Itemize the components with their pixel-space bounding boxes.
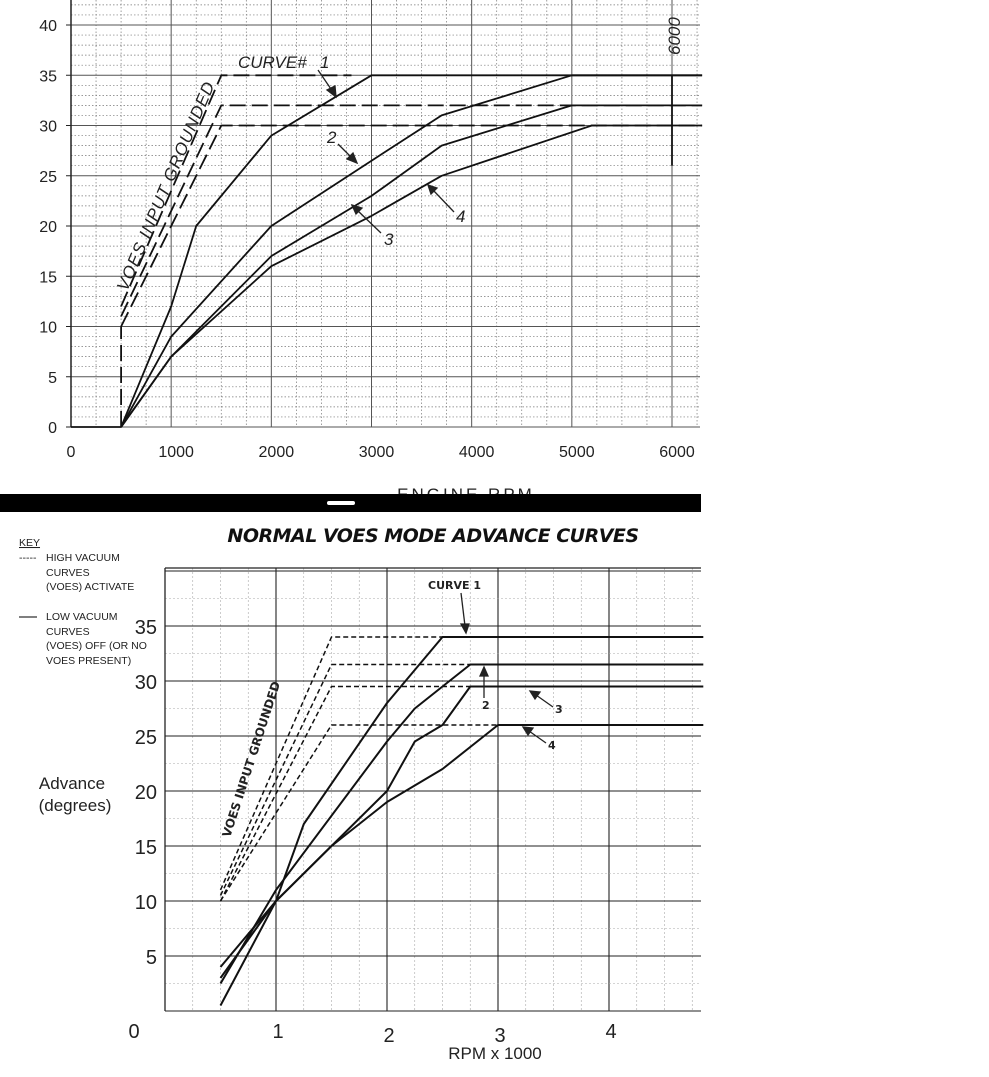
bottom-series-line-3: [219, 685, 704, 968]
top-curve4-label: 4: [456, 207, 465, 226]
key-low-line1: LOW VACUUM: [46, 611, 118, 623]
top-y-tick-label: 35: [39, 68, 57, 85]
bottom-curve4-label: 4: [548, 739, 556, 752]
top-chart: 0 5 10 15 20 25 30 35 40 0 1000 2000 3000 4000 5000 600…: [39, 0, 703, 504]
key-low-line4: VOES PRESENT): [46, 655, 131, 667]
top-y-tick-label: 0: [48, 420, 57, 437]
divider-handle[interactable]: [327, 501, 355, 505]
bottom-voes-label: VOES INPUT GROUNDED: [220, 680, 284, 839]
bottom-y-axis-title-line2: (degrees): [39, 796, 112, 815]
bottom-arrows: [459, 592, 554, 744]
bottom-curve2-label: 2: [482, 699, 490, 712]
top-series-line-1: [71, 74, 703, 428]
legend-key: KEY ----- HIGH VACUUM CURVES (VOES) ACTI…: [19, 537, 147, 667]
bottom-y-tick-label: 15: [135, 837, 157, 859]
bottom-y-tick-label: 35: [135, 617, 157, 639]
top-series: [71, 74, 703, 428]
bottom-x-tick-label: 4: [605, 1021, 616, 1043]
top-y-tick-label: 20: [39, 219, 57, 236]
bottom-chart-title: NORMAL VOES MODE ADVANCE CURVES: [227, 525, 638, 547]
bottom-x-tick-label: 2: [383, 1025, 394, 1047]
top-curve1-label: 1: [320, 53, 329, 72]
top-arrows: [317, 69, 455, 234]
bottom-y-tick-label: 20: [135, 782, 157, 804]
top-y-tick-label: 40: [39, 18, 57, 35]
top-y-tick-label: 25: [39, 169, 57, 186]
bottom-x-tick-label: 0: [128, 1021, 139, 1043]
top-y-tick-label: 5: [48, 370, 57, 387]
key-high-line3: (VOES) ACTIVATE: [46, 581, 134, 593]
bottom-series-line-8: [219, 724, 498, 902]
bottom-x-axis-title: RPM x 1000: [448, 1044, 542, 1063]
top-x-tick-label: 6000: [659, 444, 695, 461]
bottom-series-line-2: [219, 663, 704, 985]
key-dash-sample: -----: [19, 552, 37, 564]
bottom-series-line-5: [219, 636, 443, 891]
bottom-series-line-7: [219, 685, 471, 902]
top-y-tick-label: 15: [39, 269, 57, 286]
top-series-line-6: [120, 104, 703, 317]
bottom-y-axis-title-line1: Advance: [39, 774, 105, 793]
bottom-y-tick-label: 30: [135, 672, 157, 694]
bottom-series-line-6: [219, 663, 471, 896]
top-x-tick-label: 1000: [158, 444, 194, 461]
key-low-line2: CURVES: [46, 626, 90, 638]
key-high-line2: CURVES: [46, 567, 90, 579]
key-title: KEY: [19, 537, 40, 549]
top-series-line-2: [120, 74, 703, 428]
bottom-series-line-4: [219, 724, 704, 979]
top-x-tick-label: 0: [67, 444, 76, 461]
bottom-y-tick-label: 25: [135, 727, 157, 749]
top-y-tick-label: 30: [39, 119, 57, 136]
bottom-chart: NORMAL VOES MODE ADVANCE CURVES KEY ----…: [19, 525, 704, 1063]
top-y-tick-label: 10: [39, 320, 57, 337]
top-voes-label: VOES INPUT GROUNDED: [113, 78, 219, 293]
top-ticks: 0 5 10 15 20 25 30 35 40 0 1000 2000 3000 4000 5000 600…: [39, 18, 695, 461]
bottom-series: [219, 636, 704, 1006]
key-high-line1: HIGH VACUUM: [46, 552, 120, 564]
top-x-tick-label: 2000: [259, 444, 295, 461]
top-x-tick-label: 3000: [359, 444, 395, 461]
top-series-line-5: [120, 74, 352, 307]
key-low-line3: (VOES) OFF (OR NO: [46, 640, 147, 652]
top-curve-header: CURVE#: [238, 53, 307, 72]
bottom-x-tick-label: 3: [494, 1025, 505, 1047]
bottom-curve1-label: CURVE 1: [428, 579, 481, 592]
bottom-y-tick-label: 5: [146, 947, 157, 969]
top-curve2-label: 2: [326, 128, 337, 147]
top-x-tick-label: 4000: [459, 444, 495, 461]
bottom-series-line-1: [219, 636, 704, 1006]
bottom-y-tick-label: 10: [135, 892, 157, 914]
top-x-tick-label: 5000: [559, 444, 595, 461]
top-rev-limit-label: 6000: [665, 17, 684, 55]
bottom-x-tick-label: 1: [272, 1021, 283, 1043]
top-series-line-7: [120, 124, 703, 327]
top-curve3-label: 3: [384, 230, 394, 249]
bottom-ticks: 5 10 15 20 25 30 35 0 1 2 3 4: [128, 617, 616, 1047]
bottom-curve3-label: 3: [555, 703, 563, 716]
top-grid: [70, 0, 700, 428]
